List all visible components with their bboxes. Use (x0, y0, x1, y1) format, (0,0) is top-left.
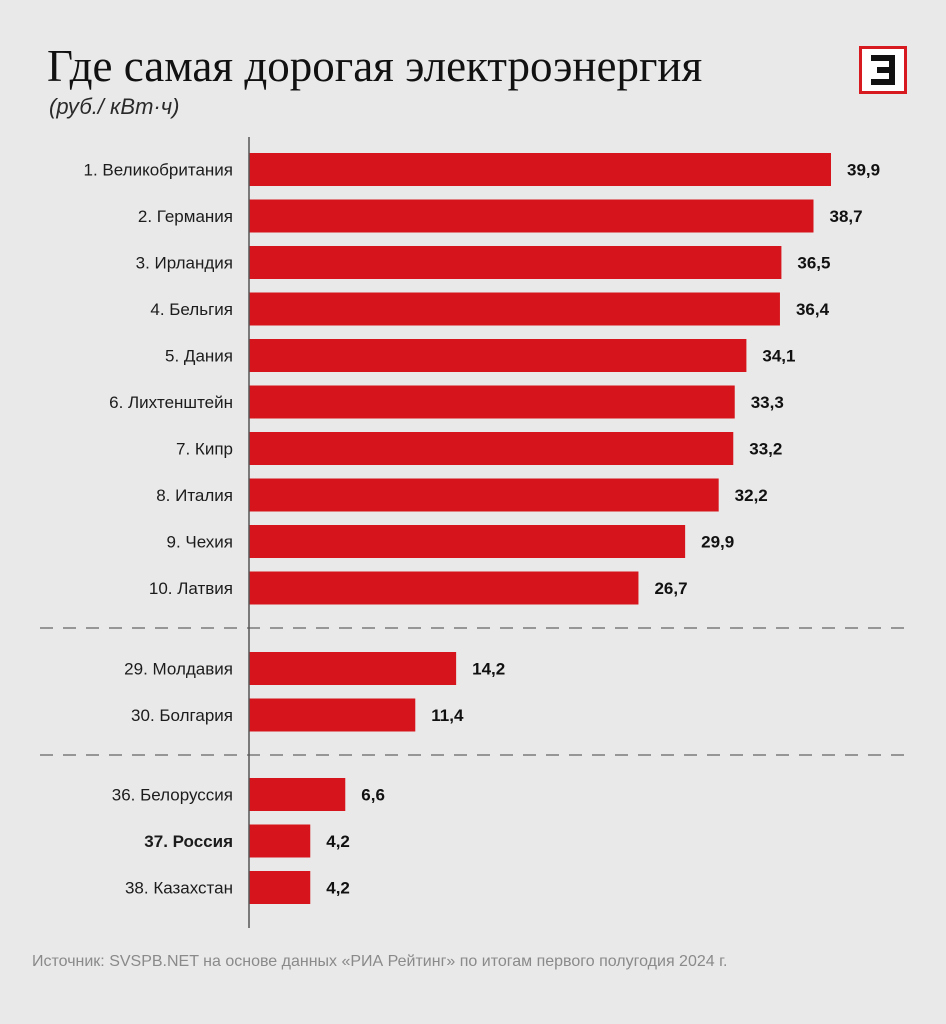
value-label: 4,2 (326, 832, 350, 851)
bar (249, 871, 311, 904)
category-label: 37. Россия (144, 832, 233, 851)
value-label: 36,4 (796, 300, 830, 319)
value-label: 36,5 (797, 254, 830, 273)
bar (249, 652, 457, 685)
value-label: 39,9 (847, 161, 880, 180)
value-label: 11,4 (431, 706, 464, 725)
value-label: 14,2 (472, 660, 505, 679)
value-label: 6,6 (361, 786, 385, 805)
value-label: 38,7 (829, 207, 862, 226)
category-label: 7. Кипр (176, 440, 233, 459)
category-label: 6. Лихтенштейн (109, 393, 233, 412)
category-label: 1. Великобритания (84, 161, 233, 180)
page-title: Где самая дорогая электроэнергия (47, 41, 703, 91)
bar (249, 339, 747, 372)
category-label: 5. Дания (165, 347, 233, 366)
category-label: 9. Чехия (166, 533, 233, 552)
bar (249, 246, 782, 279)
value-label: 33,2 (749, 440, 782, 459)
category-label: 29. Молдавия (124, 660, 233, 679)
e-logo-icon (859, 46, 907, 94)
category-label: 2. Германия (138, 207, 233, 226)
source-note: Источник: SVSPB.NET на основе данных «РИ… (32, 953, 728, 970)
category-label: 30. Болгария (131, 706, 233, 725)
bar (249, 525, 686, 558)
bar (249, 571, 639, 605)
category-label: 36. Белоруссия (112, 786, 233, 805)
bar (249, 432, 734, 465)
value-label: 33,3 (751, 393, 784, 412)
category-label: 38. Казахстан (125, 879, 233, 898)
value-label: 34,1 (762, 347, 795, 366)
value-label: 4,2 (326, 879, 350, 898)
bar (249, 385, 735, 419)
bar (249, 478, 719, 512)
bar (249, 778, 346, 811)
bar (249, 824, 311, 858)
category-label: 10. Латвия (149, 579, 233, 598)
value-label: 32,2 (735, 486, 768, 505)
category-label: 4. Бельгия (150, 300, 233, 319)
bar (249, 199, 814, 233)
category-label: 3. Ирландия (136, 254, 233, 273)
page-subtitle: (руб./ кВт·ч) (49, 94, 180, 119)
category-label: 8. Италия (156, 486, 233, 505)
bar (249, 153, 831, 186)
value-label: 29,9 (701, 533, 734, 552)
value-label: 26,7 (654, 579, 687, 598)
bar (249, 292, 780, 326)
bar (249, 698, 416, 732)
